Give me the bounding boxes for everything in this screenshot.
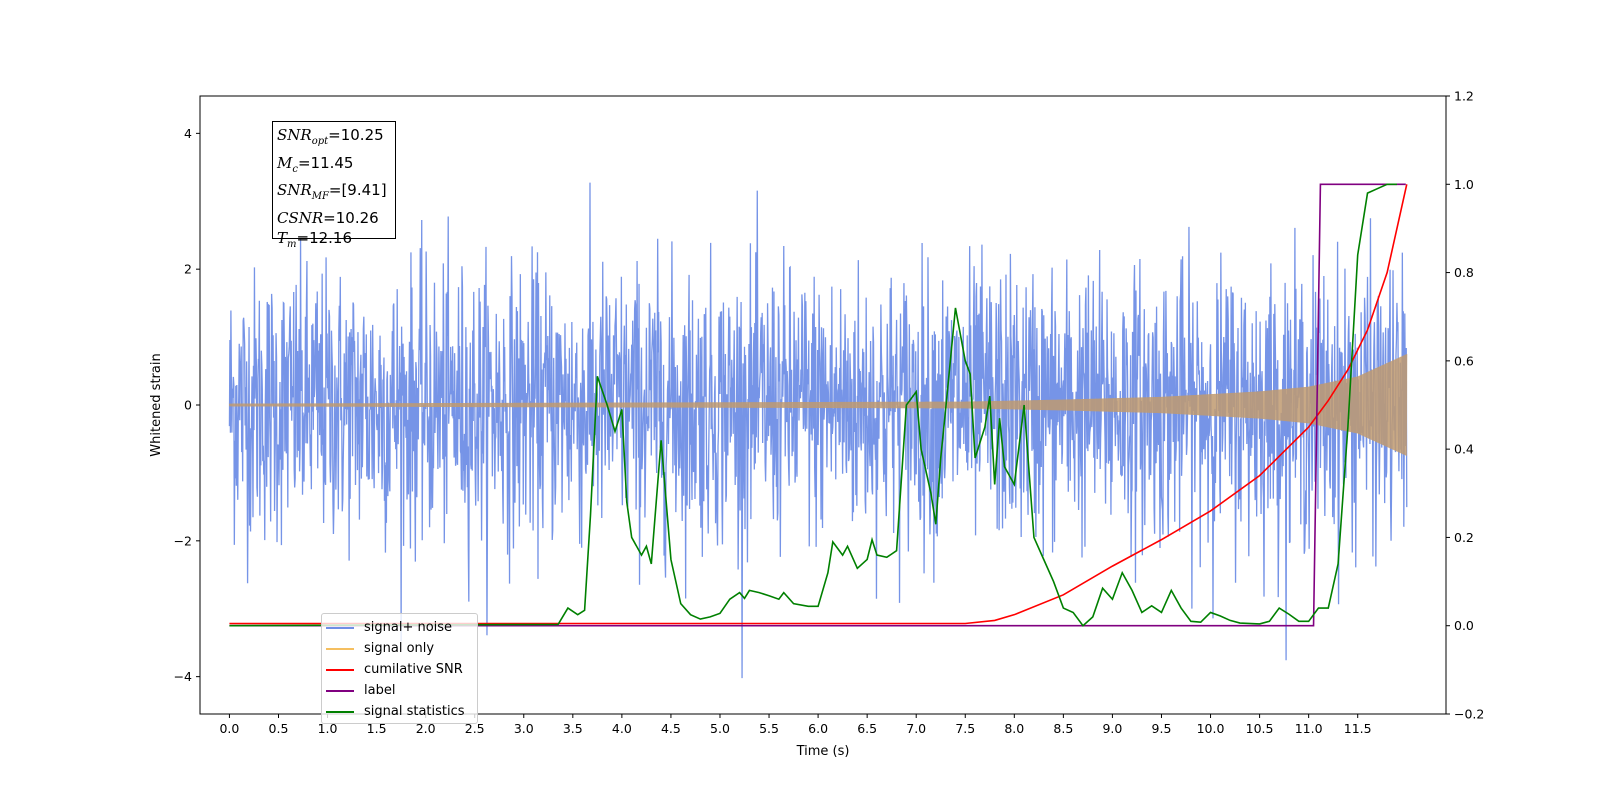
x-tick-label: 4.5 [661,721,681,736]
y-tick-label: −4 [174,669,192,684]
y-tick-label: 2 [184,262,192,277]
legend-label: signal statistics [364,704,465,719]
x-tick-label: 0.0 [219,721,239,736]
csnr-annotation: CSNR=10.26 [277,208,379,227]
x-tick-label: 3.5 [563,721,583,736]
y2-tick-label: 0.2 [1454,530,1474,545]
ticks-layer: 0.0 0.5 1.0 1.5 2.0 2.5 3.0 3.5 4.0 4.5 5.0 5.5 6.0 6… [174,89,1485,737]
snr-mf-annotation: SNRMF=[9.41] [277,181,387,202]
y-tick-label: 0 [184,398,192,413]
tm-annotation: Tm=12.16 [277,229,353,250]
x-tick-label: 8.5 [1053,721,1073,736]
x-tick-label: 2.5 [465,721,485,736]
x-tick-label: 2.0 [416,721,436,736]
x-tick-label: 5.5 [759,721,779,736]
y2-tick-label: 0.8 [1454,265,1474,280]
x-tick-label: 1.0 [318,721,338,736]
x-tick-label: 10.0 [1197,721,1225,736]
legend-swatch [326,710,354,713]
y2-tick-label: 0.6 [1454,353,1474,368]
x-tick-label: 8.0 [1004,721,1024,736]
legend-item: signal statistics [326,701,477,722]
legend: signal+ noise signal only cumilative SNR… [321,613,478,724]
legend-item: signal+ noise [326,617,477,638]
x-tick-label: 5.0 [710,721,730,736]
y2-tick-label: 1.0 [1454,177,1474,192]
x-tick-label: 7.0 [906,721,926,736]
x-axis-label: Time (s) [796,744,850,759]
x-tick-label: 0.5 [269,721,289,736]
x-tick-label: 6.5 [857,721,877,736]
series-line [229,184,1408,625]
x-tick-label: 11.5 [1344,721,1372,736]
x-tick-label: 1.5 [367,721,387,736]
y2-tick-label: −0.2 [1454,707,1484,722]
y-tick-label: −2 [174,533,192,548]
x-tick-label: 4.0 [612,721,632,736]
x-tick-label: 11.0 [1295,721,1323,736]
parameter-annotation-box: SNRopt=10.25 Mc=11.45 SNRMF=[9.41] CSNR=… [272,121,396,250]
y2-tick-label: 0.4 [1454,442,1474,457]
legend-swatch [326,626,354,629]
mc-annotation: Mc=11.45 [277,153,354,175]
series-line [228,182,1408,679]
y2-tick-label: 1.2 [1454,89,1474,104]
x-tick-label: 10.5 [1246,721,1274,736]
snr-opt-annotation: SNRopt=10.25 [277,126,384,147]
x-tick-label: 3.0 [514,721,534,736]
x-tick-label: 6.0 [808,721,828,736]
x-tick-label: 9.5 [1152,721,1172,736]
y2-tick-label: 0.0 [1454,618,1474,633]
legend-swatch [326,689,354,692]
legend-item: signal only [326,638,477,659]
series-line [229,183,1397,627]
legend-label: cumilative SNR [364,662,463,677]
legend-label: signal only [364,641,435,656]
x-tick-label: 9.0 [1102,721,1122,736]
legend-item: label [326,680,477,701]
legend-label: label [364,683,396,698]
series-layer [228,182,1408,679]
legend-swatch [326,647,354,650]
legend-label: signal+ noise [364,620,453,635]
y-axis-label: Whitened strain [149,353,164,456]
legend-item: cumilative SNR [326,659,477,680]
legend-swatch [326,668,354,671]
y-tick-label: 4 [184,126,192,141]
x-tick-label: 7.5 [955,721,975,736]
series-line [228,354,1408,456]
series-line [229,183,1406,627]
